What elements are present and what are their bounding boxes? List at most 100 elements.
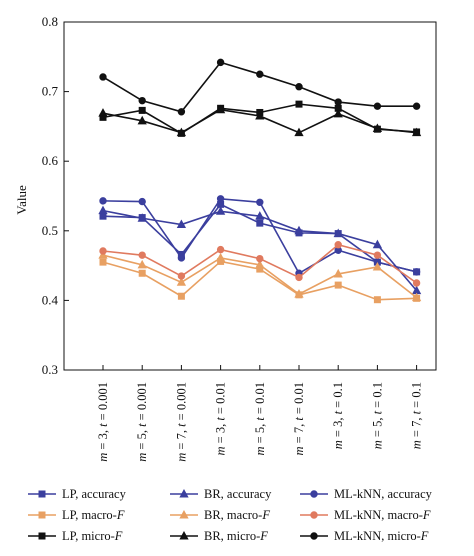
legend-item: BR, macro-F [170, 508, 270, 522]
data-point [256, 70, 264, 78]
legend-marker [179, 488, 189, 498]
x-tick-label: m = 7, t = 0.001 [174, 382, 188, 462]
x-tick-label-part: m [331, 440, 345, 449]
data-point [294, 289, 304, 298]
x-tick-label-part: = 0.01 [292, 382, 306, 417]
legend-label-text: ML-kNN, micro- [334, 529, 421, 543]
y-axis-title: Value [14, 185, 29, 215]
data-point [334, 98, 342, 106]
series-group [98, 58, 422, 304]
x-tick-label: m = 7, t = 0.1 [410, 382, 424, 449]
x-tick-label-part: = 0.01 [214, 382, 228, 417]
series-ml-knn-micro-f [99, 58, 421, 116]
data-point [215, 104, 226, 114]
legend-label-italic: F [420, 529, 429, 543]
legend-marker [310, 511, 318, 519]
data-point [294, 225, 304, 235]
y-tick-label: 0.3 [42, 362, 58, 377]
legend-label-text: BR, macro- [204, 508, 262, 522]
legend-label: ML-kNN, micro-F [334, 529, 429, 543]
legend-label-text: LP, macro- [62, 508, 117, 522]
x-tick-label: m = 5, t = 0.1 [370, 382, 384, 449]
legend-item: LP, accuracy [28, 487, 127, 501]
legend-label: BR, accuracy [204, 487, 272, 501]
x-tick-label: m = 3, t = 0.01 [214, 382, 228, 456]
data-point [256, 254, 264, 263]
legend-label: BR, micro-F [204, 529, 268, 543]
legend-label-text: LP, micro- [62, 529, 115, 543]
legend-item: BR, micro-F [170, 529, 268, 543]
data-point [215, 252, 226, 262]
plot-frame [63, 21, 437, 371]
x-tick-label-part: = 0.001 [174, 382, 188, 423]
data-point [137, 213, 147, 222]
legend-item: BR, accuracy [170, 487, 272, 501]
x-tick-label-part: = 5, [370, 414, 384, 440]
x-tick-label: m = 3, t = 0.1 [331, 382, 345, 449]
x-tick-label: m = 3, t = 0.001 [96, 382, 110, 462]
legend-marker [38, 511, 46, 519]
x-tick-label: m = 7, t = 0.01 [292, 382, 306, 456]
series-br-accuracy [98, 205, 422, 295]
series-line [102, 61, 417, 113]
x-tick-label-part: = 5, [253, 421, 267, 447]
legend-marker [179, 509, 189, 519]
x-tick-label-part: t [174, 423, 188, 427]
x-tick-label-part: = 0.1 [370, 382, 384, 411]
legend-label-italic: F [422, 508, 431, 522]
legend-label-italic: F [259, 529, 268, 543]
data-point [411, 127, 422, 137]
data-point [295, 83, 303, 91]
legend-label-text: BR, accuracy [204, 487, 272, 501]
x-tick-label-part: m [292, 446, 306, 455]
data-point [177, 292, 185, 300]
data-point [334, 281, 342, 289]
x-tick-label-part: t [214, 417, 228, 421]
legend-marker [38, 532, 46, 540]
data-point [295, 100, 303, 108]
data-point [411, 292, 422, 302]
data-point [294, 127, 304, 137]
y-tick-label: 0.7 [42, 84, 59, 99]
data-point [138, 251, 146, 259]
legend-label: LP, accuracy [62, 487, 127, 501]
x-tick-label: m = 5, t = 0.01 [253, 382, 267, 456]
legend: LP, accuracy BR, accuracy ML-kNN, accuracy… [28, 487, 433, 543]
legend-item: ML-kNN, macro-F [300, 508, 431, 522]
legend-item: ML-kNN, accuracy [300, 487, 433, 501]
data-point [255, 259, 265, 269]
x-tick-label-part: = 3, [331, 414, 345, 440]
y-tick-label: 0.8 [42, 14, 58, 29]
y-tick-label: 0.4 [42, 292, 59, 307]
data-point [373, 296, 381, 304]
data-point [256, 219, 264, 227]
data-point [216, 245, 225, 254]
x-tick-label-part: t [331, 410, 345, 414]
data-point [295, 273, 303, 282]
x-tick-label-part: m [253, 446, 267, 455]
data-point [176, 277, 187, 286]
data-point [138, 106, 146, 114]
x-tick-label-part: = 0.01 [253, 382, 267, 417]
data-point [138, 197, 146, 206]
data-point [412, 268, 421, 276]
x-tick-label-part: = 0.1 [410, 382, 424, 411]
x-tick-label-part: m [410, 440, 424, 449]
x-tick-label-part: = 7, [292, 421, 306, 447]
legend-label: LP, macro-F [62, 508, 125, 522]
x-tick-label-part: m [214, 446, 228, 455]
data-point [333, 268, 343, 278]
legend-label-italic: F [261, 508, 270, 522]
x-tick-label-part: m [96, 453, 110, 462]
x-tick-label-part: = 3, [96, 427, 110, 453]
data-point [333, 228, 343, 238]
x-tick-label-part: t [410, 410, 424, 414]
data-point [137, 259, 147, 269]
legend-label-italic: F [116, 508, 125, 522]
legend-label-text: BR, micro- [204, 529, 260, 543]
legend-marker [179, 530, 189, 540]
legend-label: BR, macro-F [204, 508, 270, 522]
data-point [98, 108, 108, 117]
legend-marker [38, 490, 46, 498]
